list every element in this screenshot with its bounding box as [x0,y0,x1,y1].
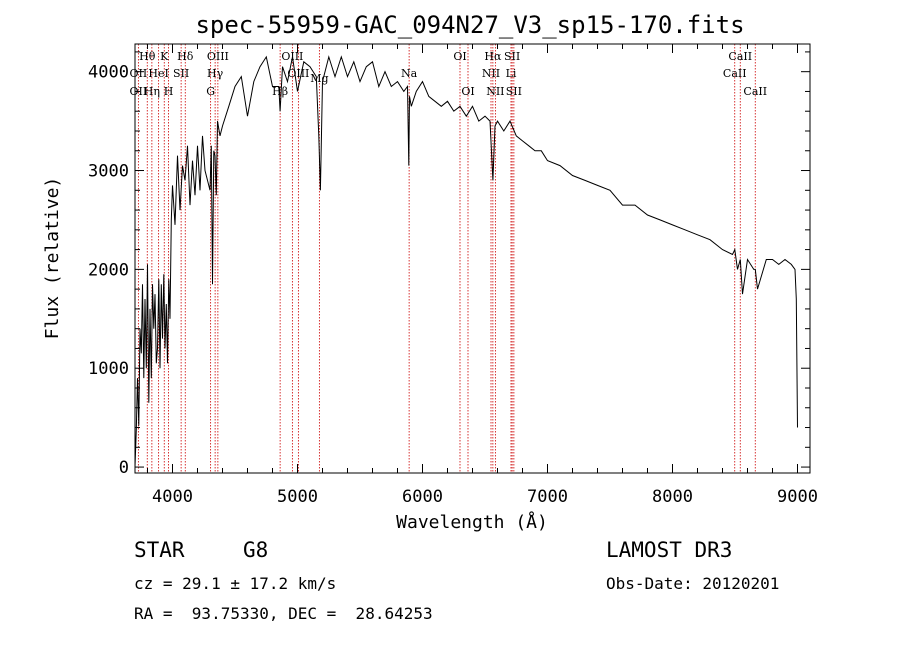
x-tick-label: 8000 [652,487,693,507]
spectral-line-label: NII [486,85,504,98]
spectral-line-label: Hθ [139,50,156,63]
observation-date: Obs-Date: 20120201 [606,574,780,593]
spectral-line-label: Li [506,67,517,80]
x-tick-label: 5000 [277,487,318,507]
spectral-line-label: SII [504,50,520,63]
spectral-line-label: NII [482,67,500,80]
spectral-line-label: SII [173,67,189,80]
y-tick-label: 2000 [88,260,129,280]
survey-name: LAMOST DR3 [606,538,733,562]
spectral-line-label: Mg [310,72,328,85]
object-subclass: G8 [243,538,269,562]
spectral-line-label: H [164,85,174,98]
spectral-line-label: OIII [287,67,309,80]
spectral-line-label: OII [130,67,148,80]
spectral-line-label: OIII [281,50,303,63]
spectral-line-label: Hδ [177,50,194,63]
x-tick-label: 7000 [527,487,568,507]
spectral-line-label: OI [453,50,466,63]
spectral-line-label: SII [506,85,522,98]
spectral-line-label: CaII [723,67,747,80]
chart-title: spec-55959-GAC_094N27_V3_sp15-170.fits [195,11,744,39]
x-tick-label: 9000 [777,487,818,507]
plot-frame [134,43,811,474]
spectral-line-label: CaII [728,50,752,63]
x-tick-label: 4000 [152,487,193,507]
sky-coordinates: RA = 93.75330, DEC = 28.64253 [134,604,433,623]
spectrum-chart: spec-55959-GAC_094N27_V3_sp15-170.fits 4… [42,11,818,533]
spectral-line-label: G [206,85,215,98]
spectral-line-label: OIII [207,50,229,63]
x-axis-label: Wavelength (Å) [396,511,548,533]
spectral-line-label: OI [461,85,474,98]
y-axis-label: Flux (relative) [42,177,63,340]
spectral-line-label: Hγ [207,67,224,80]
spectral-line-label: K [160,50,169,63]
spectral-line-label: OII [130,85,148,98]
y-tick-label: 3000 [88,162,129,182]
spectral-line-label: Hα [484,50,502,63]
x-axis-ticks: 4000 5000 6000 7000 8000 9000 [147,44,818,507]
spectral-line-label: Hη [144,85,160,98]
spectral-line-label: Hβ [272,85,288,98]
spectral-line-label: Na [401,67,418,80]
y-tick-label: 4000 [88,63,129,83]
spectral-line-label: CaII [743,85,767,98]
y-tick-label: 0 [119,458,129,478]
y-axis-ticks: 0 1000 2000 3000 4000 [88,51,810,478]
object-class: STAR [134,538,185,562]
spectrum-line [134,55,798,468]
redshift-value: cz = 29.1 ± 17.2 km/s [134,574,337,593]
y-tick-label: 1000 [88,359,129,379]
spectral-line-label: HeI [148,67,168,80]
spectral-line-markers [137,44,756,473]
x-tick-label: 6000 [402,487,443,507]
